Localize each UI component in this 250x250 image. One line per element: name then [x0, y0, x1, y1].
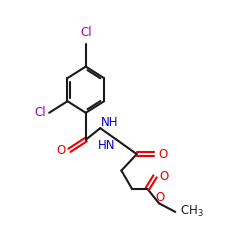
- Text: HN: HN: [98, 138, 116, 151]
- Text: Cl: Cl: [80, 26, 92, 39]
- Text: NH: NH: [101, 116, 119, 129]
- Text: O: O: [159, 170, 168, 183]
- Text: CH$_3$: CH$_3$: [180, 204, 204, 220]
- Text: O: O: [56, 144, 65, 157]
- Text: O: O: [158, 148, 168, 161]
- Text: O: O: [155, 191, 164, 204]
- Text: Cl: Cl: [34, 106, 46, 119]
